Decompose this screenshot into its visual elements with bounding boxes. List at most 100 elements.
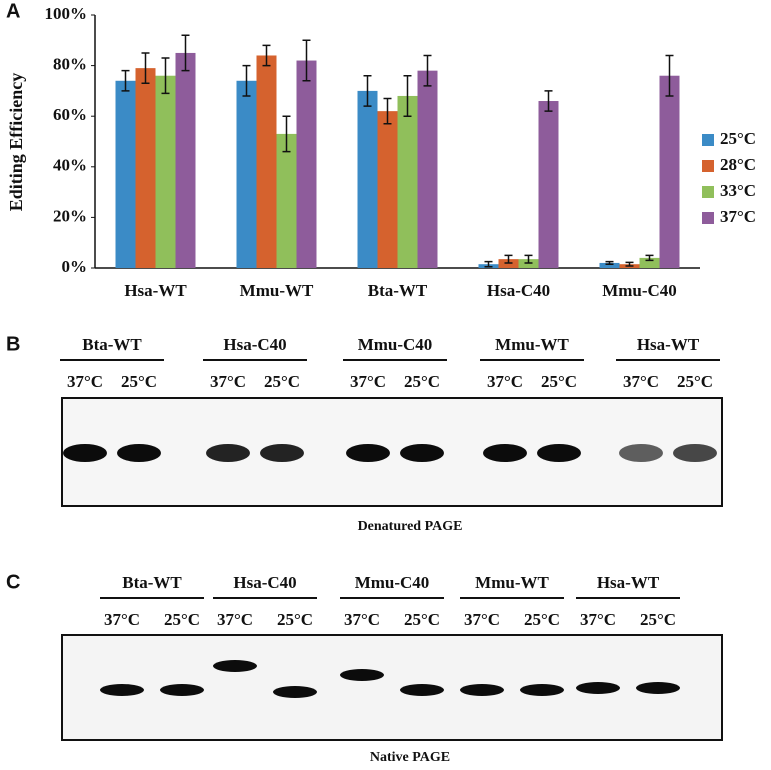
- gel-image: [61, 397, 723, 507]
- group-label: Hsa-C40: [233, 573, 296, 592]
- error-bar: [302, 39, 311, 82]
- error-bar: [242, 64, 251, 97]
- lane-label: 37°C: [487, 372, 523, 391]
- gel-band: [673, 444, 717, 462]
- panel-label: A: [6, 0, 20, 22]
- lane-label: 37°C: [344, 610, 380, 629]
- error-bar: [403, 74, 412, 117]
- legend-label: 25°C: [720, 129, 756, 148]
- y-tick-label: 40%: [53, 156, 87, 175]
- x-tick-label: Hsa-WT: [124, 281, 187, 300]
- error-bar: [645, 254, 654, 262]
- gel-band: [483, 444, 527, 462]
- panel-label: B: [6, 333, 20, 355]
- lane-label: 25°C: [404, 610, 440, 629]
- gel-caption: Denatured PAGE: [358, 519, 463, 534]
- lane-label: 37°C: [104, 610, 140, 629]
- gel-band: [260, 444, 304, 462]
- lane-label: 37°C: [464, 610, 500, 629]
- gel-band: [576, 682, 620, 694]
- lane-label: 25°C: [541, 372, 577, 391]
- gel-band: [400, 444, 444, 462]
- bar: [296, 60, 317, 268]
- group-label: Mmu-WT: [475, 573, 549, 592]
- lane-label: 25°C: [640, 610, 676, 629]
- lane-label: 25°C: [264, 372, 300, 391]
- bar: [659, 75, 680, 268]
- bar: [639, 257, 660, 268]
- group-label: Hsa-WT: [637, 335, 700, 354]
- error-bar: [161, 57, 170, 95]
- bar: [357, 90, 378, 269]
- gel-band: [460, 684, 504, 696]
- gel-band: [340, 669, 384, 681]
- error-bar: [383, 97, 392, 125]
- x-tick-label: Mmu-WT: [240, 281, 314, 300]
- bar: [135, 68, 156, 268]
- x-tick-label: Hsa-C40: [487, 281, 550, 300]
- bar: [377, 111, 398, 268]
- panel-label: C: [6, 571, 20, 593]
- lane-label: 37°C: [217, 610, 253, 629]
- gel-band: [63, 444, 107, 462]
- y-tick-label: 20%: [53, 206, 87, 225]
- legend-swatch: [702, 134, 714, 146]
- bar: [599, 262, 620, 268]
- error-bar: [544, 90, 553, 112]
- gel-band: [400, 684, 444, 696]
- error-bar: [141, 52, 150, 85]
- gel-band: [520, 684, 564, 696]
- error-bar: [181, 34, 190, 72]
- bar: [175, 52, 196, 269]
- bar: [538, 101, 559, 269]
- lane-label: 37°C: [350, 372, 386, 391]
- bar: [256, 55, 277, 269]
- gel-band: [100, 684, 144, 696]
- gel-band: [619, 444, 663, 462]
- legend-label: 37°C: [720, 207, 756, 226]
- error-bar: [262, 44, 271, 67]
- y-tick-label: 0%: [62, 257, 88, 276]
- lane-label: 25°C: [121, 372, 157, 391]
- y-tick-label: 80%: [53, 55, 87, 74]
- error-bar: [363, 74, 372, 107]
- gel-band: [273, 686, 317, 698]
- lane-label: 25°C: [164, 610, 200, 629]
- error-bar: [423, 54, 432, 87]
- lane-label: 37°C: [67, 372, 103, 391]
- bar: [417, 70, 438, 268]
- group-label: Hsa-C40: [223, 335, 286, 354]
- group-label: Mmu-C40: [355, 573, 430, 592]
- legend-swatch: [702, 212, 714, 224]
- group-label: Bta-WT: [122, 573, 182, 592]
- x-tick-label: Bta-WT: [368, 281, 428, 300]
- group-label: Mmu-C40: [358, 335, 433, 354]
- error-bar: [121, 69, 130, 92]
- lane-label: 25°C: [277, 610, 313, 629]
- error-bar: [524, 254, 533, 264]
- error-bar: [484, 260, 493, 268]
- lane-label: 37°C: [580, 610, 616, 629]
- error-bar: [605, 260, 614, 265]
- gel-band: [537, 444, 581, 462]
- group-label: Hsa-WT: [597, 573, 660, 592]
- gel-image: [61, 634, 723, 741]
- y-tick-label: 100%: [45, 4, 88, 23]
- gel-band: [213, 660, 257, 672]
- error-bar: [665, 54, 674, 97]
- legend-label: 28°C: [720, 155, 756, 174]
- lane-label: 37°C: [210, 372, 246, 391]
- group-label: Bta-WT: [82, 335, 142, 354]
- gel-band: [206, 444, 250, 462]
- x-tick-label: Mmu-C40: [602, 281, 677, 300]
- gel-band: [346, 444, 390, 462]
- error-bar: [625, 261, 634, 267]
- bar: [155, 75, 176, 268]
- error-bar: [504, 254, 513, 264]
- bar: [236, 80, 257, 268]
- lane-label: 25°C: [524, 610, 560, 629]
- gel-band: [636, 682, 680, 694]
- gel-band: [160, 684, 204, 696]
- group-label: Mmu-WT: [495, 335, 569, 354]
